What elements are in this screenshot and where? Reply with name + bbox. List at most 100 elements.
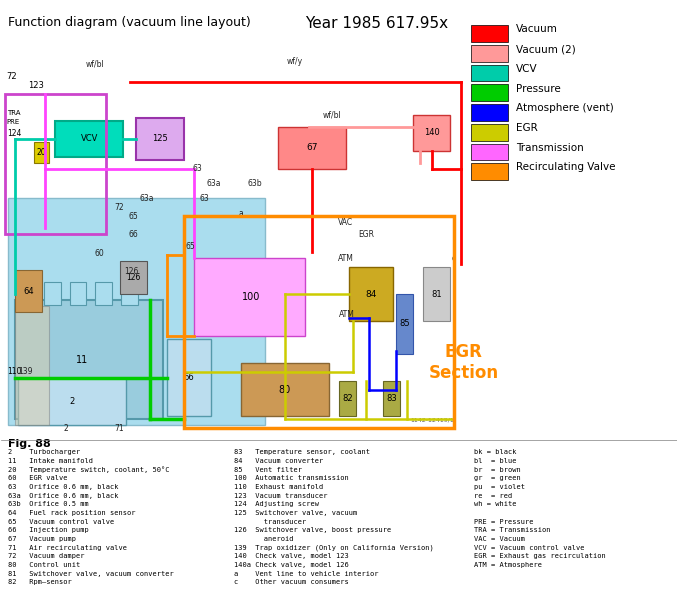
FancyBboxPatch shape (349, 267, 393, 321)
Text: 126: 126 (124, 268, 138, 277)
Text: Year 1985 617.95x: Year 1985 617.95x (305, 16, 448, 31)
Text: Atmosphere (vent): Atmosphere (vent) (516, 103, 614, 113)
Text: 85   Vent filter: 85 Vent filter (235, 467, 302, 473)
Text: 64: 64 (23, 287, 34, 296)
Text: ATM: ATM (338, 254, 354, 263)
Text: 72   Vacuum damper: 72 Vacuum damper (8, 553, 85, 559)
FancyBboxPatch shape (194, 258, 305, 336)
Text: Vacuum (2): Vacuum (2) (516, 44, 576, 54)
Text: 139: 139 (18, 367, 33, 376)
Text: 84: 84 (365, 290, 377, 299)
FancyBboxPatch shape (8, 199, 264, 425)
Text: 71   Air recirculating valve: 71 Air recirculating valve (8, 545, 127, 551)
Text: re  = red: re = red (474, 493, 513, 499)
FancyBboxPatch shape (471, 163, 508, 180)
FancyBboxPatch shape (471, 124, 508, 140)
Text: 123  Vacuum transducer: 123 Vacuum transducer (235, 493, 328, 499)
FancyBboxPatch shape (471, 143, 508, 160)
FancyBboxPatch shape (34, 142, 49, 163)
Text: 81   Switchover valve, vacuum converter: 81 Switchover valve, vacuum converter (8, 571, 174, 577)
Text: 110: 110 (7, 367, 21, 376)
Text: 65: 65 (186, 242, 195, 251)
Text: 66: 66 (128, 230, 138, 239)
FancyBboxPatch shape (136, 118, 184, 160)
Text: 65: 65 (128, 212, 138, 221)
Text: 110  Exhaust manifold: 110 Exhaust manifold (235, 484, 323, 490)
Text: TRA = Transmission: TRA = Transmission (474, 527, 551, 533)
Text: PRE = Pressure: PRE = Pressure (474, 518, 534, 524)
Text: 126: 126 (126, 274, 140, 283)
Text: gr  = green: gr = green (474, 475, 521, 481)
Text: Transmission: Transmission (516, 143, 584, 153)
Text: 83   Temperature sensor, coolant: 83 Temperature sensor, coolant (235, 449, 370, 455)
Text: pu  = violet: pu = violet (474, 484, 525, 490)
Text: Recirculating Valve: Recirculating Valve (516, 163, 616, 172)
FancyBboxPatch shape (167, 339, 211, 416)
Text: wh = white: wh = white (474, 501, 517, 507)
FancyBboxPatch shape (471, 45, 508, 62)
Text: bk = black: bk = black (474, 449, 517, 455)
Text: 124: 124 (7, 129, 21, 138)
Text: br  = brown: br = brown (474, 467, 521, 473)
Text: 123: 123 (28, 81, 44, 90)
Text: VCV = Vacuum control valve: VCV = Vacuum control valve (474, 545, 584, 551)
Text: 81: 81 (432, 290, 442, 299)
FancyBboxPatch shape (56, 121, 123, 157)
Text: 66   Injection pump: 66 Injection pump (8, 527, 89, 533)
Text: 82   Rpm—sensor: 82 Rpm—sensor (8, 579, 72, 585)
Text: Pressure: Pressure (516, 83, 561, 94)
Text: 63a  Orifice 0.6 mm, black: 63a Orifice 0.6 mm, black (8, 493, 119, 499)
FancyBboxPatch shape (471, 104, 508, 121)
Text: 100: 100 (242, 292, 260, 302)
Text: a: a (239, 209, 243, 218)
Text: 60   EGR valve: 60 EGR valve (8, 475, 68, 481)
FancyBboxPatch shape (423, 267, 450, 321)
Text: 20: 20 (37, 148, 46, 157)
Text: Fig. 88: Fig. 88 (8, 439, 51, 449)
Text: EGR: EGR (516, 123, 538, 133)
Text: 11: 11 (77, 355, 89, 365)
FancyBboxPatch shape (339, 380, 356, 416)
FancyBboxPatch shape (278, 127, 346, 169)
Text: PRE: PRE (7, 119, 20, 125)
Text: bl  = blue: bl = blue (474, 458, 517, 464)
Text: 82: 82 (342, 394, 353, 403)
Text: 80: 80 (279, 385, 291, 395)
Text: 125  Switchover valve, vacuum: 125 Switchover valve, vacuum (235, 510, 357, 516)
Text: 60: 60 (94, 249, 104, 258)
Text: 83: 83 (386, 394, 397, 403)
FancyBboxPatch shape (95, 282, 112, 305)
Text: 140  Check valve, model 123: 140 Check valve, model 123 (235, 553, 349, 559)
FancyBboxPatch shape (15, 306, 49, 425)
FancyBboxPatch shape (397, 294, 414, 354)
FancyBboxPatch shape (18, 282, 35, 305)
Text: 65   Vacuum control valve: 65 Vacuum control valve (8, 518, 115, 524)
Text: 63a: 63a (207, 179, 221, 188)
Text: 84   Vacuum converter: 84 Vacuum converter (235, 458, 323, 464)
Text: 140: 140 (424, 128, 440, 137)
Text: VAC: VAC (338, 218, 353, 227)
Text: 63b  Orifice 0.5 mm: 63b Orifice 0.5 mm (8, 501, 89, 507)
Text: wf/y: wf/y (287, 56, 303, 65)
Text: 66: 66 (184, 373, 195, 382)
Text: 64   Fuel rack position sensor: 64 Fuel rack position sensor (8, 510, 136, 516)
Text: VCV: VCV (81, 134, 98, 143)
FancyBboxPatch shape (119, 261, 146, 294)
Text: 140a Check valve, model 126: 140a Check valve, model 126 (235, 562, 349, 568)
Text: 71: 71 (115, 424, 124, 433)
Text: c    Other vacuum consumers: c Other vacuum consumers (235, 579, 349, 585)
Text: EGR = Exhaust gas recirculation: EGR = Exhaust gas recirculation (474, 553, 606, 559)
FancyBboxPatch shape (70, 282, 87, 305)
FancyBboxPatch shape (121, 282, 138, 305)
Text: 124  Adjusting screw: 124 Adjusting screw (235, 501, 319, 507)
Text: 67   Vacuum pump: 67 Vacuum pump (8, 536, 76, 542)
Text: a    Vent line to vehicle interior: a Vent line to vehicle interior (235, 571, 379, 577)
FancyBboxPatch shape (383, 380, 400, 416)
Text: 2: 2 (70, 397, 75, 406)
Text: c: c (452, 254, 456, 263)
Text: 2    Turbocharger: 2 Turbocharger (8, 449, 81, 455)
Text: 72: 72 (7, 72, 18, 81)
Text: 1142-12419/1: 1142-12419/1 (410, 418, 454, 422)
Text: TRA: TRA (7, 110, 20, 116)
FancyBboxPatch shape (414, 115, 450, 151)
